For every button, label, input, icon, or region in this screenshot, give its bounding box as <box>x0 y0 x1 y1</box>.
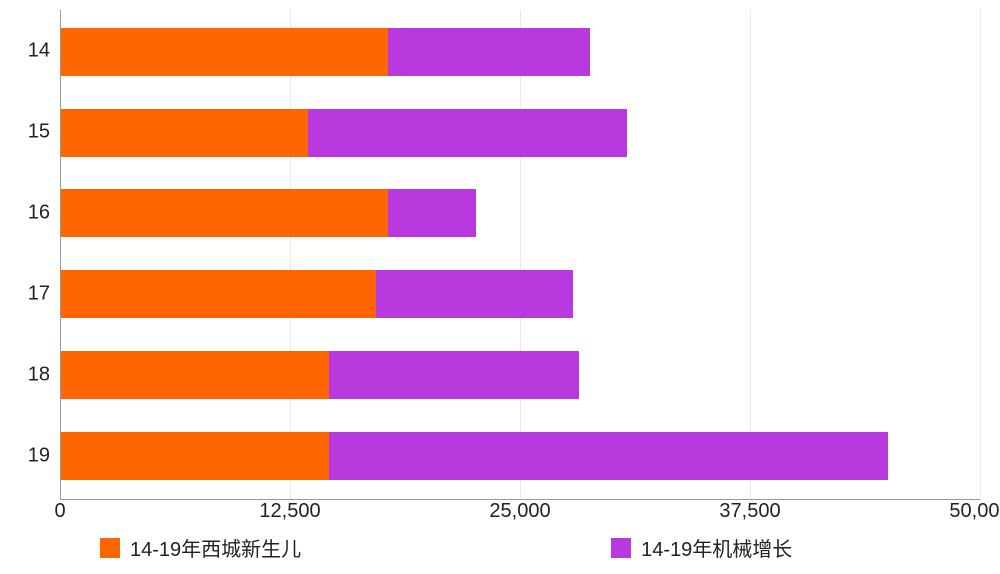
bar-segment-newborns <box>60 432 329 480</box>
legend-item-newborns: 14-19年西城新生儿 <box>100 533 301 562</box>
y-tick-label: 16 <box>0 202 50 225</box>
bar-segment-mech-growth <box>329 432 888 480</box>
x-tick-label: 50,000 <box>949 500 1000 523</box>
legend-swatch <box>611 538 631 558</box>
bar-row <box>60 270 573 318</box>
bar-row <box>60 351 579 399</box>
bar-segment-newborns <box>60 109 308 157</box>
bar-row <box>60 28 590 76</box>
bar-segment-newborns <box>60 270 376 318</box>
chart-container: 14 15 16 17 18 19 <box>0 0 1000 574</box>
legend-label: 14-19年西城新生儿 <box>130 533 301 562</box>
bar-row <box>60 109 627 157</box>
x-tick-label: 37,500 <box>719 500 780 523</box>
x-tick-label: 0 <box>54 500 65 523</box>
x-tick-label: 12,500 <box>259 500 320 523</box>
bar-row <box>60 432 888 480</box>
legend-swatch <box>100 538 120 558</box>
y-tick-label: 18 <box>0 364 50 387</box>
bar-segment-mech-growth <box>376 270 573 318</box>
y-tick-label: 15 <box>0 121 50 144</box>
y-tick-label: 14 <box>0 40 50 63</box>
bar-segment-newborns <box>60 28 388 76</box>
legend: 14-19年西城新生儿 14-19年机械增长 <box>100 533 960 562</box>
bar-segment-mech-growth <box>329 351 579 399</box>
bar-segment-newborns <box>60 189 388 237</box>
gridline <box>980 10 981 500</box>
bar-segment-mech-growth <box>308 109 626 157</box>
y-tick-label: 19 <box>0 445 50 468</box>
legend-label: 14-19年机械增长 <box>641 533 792 562</box>
y-tick-label: 17 <box>0 283 50 306</box>
bar-segment-newborns <box>60 351 329 399</box>
gridline <box>520 10 521 500</box>
gridline <box>290 10 291 500</box>
plot-area <box>60 10 980 500</box>
x-tick-label: 25,000 <box>489 500 550 523</box>
legend-item-mech-growth: 14-19年机械增长 <box>611 533 792 562</box>
bar-row <box>60 189 476 237</box>
y-axis-line <box>60 10 61 500</box>
bar-segment-mech-growth <box>388 28 590 76</box>
bar-segment-mech-growth <box>388 189 476 237</box>
gridline <box>750 10 751 500</box>
